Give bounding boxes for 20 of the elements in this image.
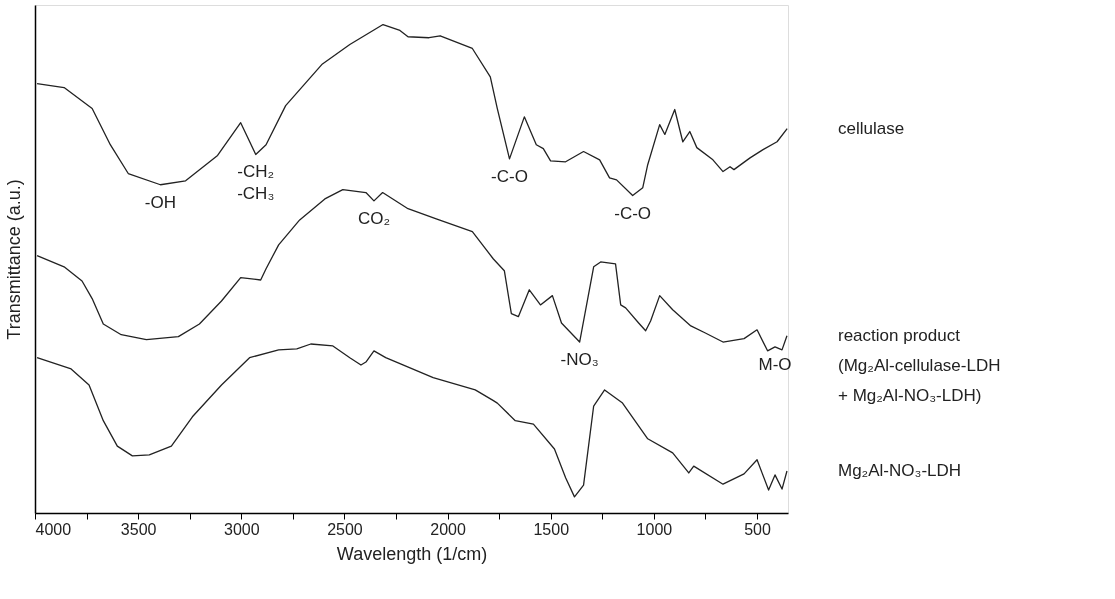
text: Mg₂Al-NO₃-LDH: [838, 460, 962, 480]
x-tick-label: 4000: [35, 520, 72, 538]
annotation: -C-O: [614, 203, 652, 223]
x-tick-label: 1000: [636, 520, 673, 538]
x-tick-label: 2000: [430, 520, 466, 538]
y-axis-title: Transmittance (a.u.): [3, 179, 24, 340]
x-tick-label: 500: [744, 520, 771, 538]
x-tick-label: 1500: [533, 520, 570, 538]
annotation: -NO₃: [560, 350, 599, 370]
annotation: -OH: [144, 192, 177, 212]
annotation: M-O: [758, 354, 792, 374]
x-tick-label: 3000: [224, 520, 260, 538]
x-axis-title: Wavelength (1/cm): [336, 543, 488, 564]
x-tick-label: 2500: [327, 520, 363, 538]
text: reaction product (Mg₂Al-cellulase-LDH + Mg₂Al-NO₃-LDH): [838, 325, 1001, 405]
annotation: CO₂: [357, 208, 391, 228]
annotation: -CH₂ -CH₃: [237, 162, 275, 204]
text: cellulase: [838, 118, 905, 138]
annotation: -C-O: [491, 166, 528, 186]
x-tick-label: 3500: [120, 520, 157, 538]
